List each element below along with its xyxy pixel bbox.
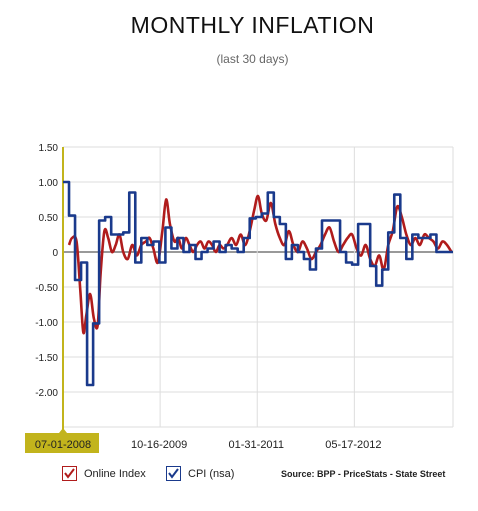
y-tick-label: -1.00 xyxy=(35,318,58,329)
y-tick-label: -0.50 xyxy=(35,283,58,294)
legend-item-cpi[interactable]: CPI (nsa) xyxy=(166,466,234,481)
checkbox-checked-icon[interactable] xyxy=(62,466,77,481)
x-tick-label: 01-31-2011 xyxy=(229,439,284,451)
date-marker-badge xyxy=(25,433,99,453)
y-tick-label: -2.00 xyxy=(35,388,58,399)
chart-title: MONTHLY INFLATION xyxy=(130,12,375,38)
x-tick-label: 05-17-2012 xyxy=(325,439,381,451)
chart-subtitle: (last 30 days) xyxy=(216,52,289,66)
y-tick-label: -1.50 xyxy=(35,353,58,364)
y-tick-label: 1.00 xyxy=(39,178,59,189)
x-tick-label: 07-01-2008 xyxy=(35,439,91,451)
grid-layer xyxy=(63,146,454,428)
x-tick-label: 10-16-2009 xyxy=(131,439,187,451)
legend-item-online-index[interactable]: Online Index xyxy=(62,466,146,481)
series-layer xyxy=(63,180,453,387)
legend-label-cpi: CPI (nsa) xyxy=(188,467,235,480)
series-line-cpi xyxy=(63,180,453,387)
axis-layer: 1.50 1.00 0.50 0 -0.50 -1.00 -1.50 -2.00 07-01-2… xyxy=(25,143,382,453)
checkbox-checked-icon[interactable] xyxy=(166,466,181,481)
source-note: Source: BPP - PriceStats - State Street xyxy=(281,469,446,479)
legend-label-online-index: Online Index xyxy=(84,467,146,480)
y-tick-label: 0.50 xyxy=(39,213,59,224)
y-tick-label: 0 xyxy=(52,248,58,259)
y-tick-label: 1.50 xyxy=(39,143,59,154)
date-marker-arrow xyxy=(59,428,67,433)
